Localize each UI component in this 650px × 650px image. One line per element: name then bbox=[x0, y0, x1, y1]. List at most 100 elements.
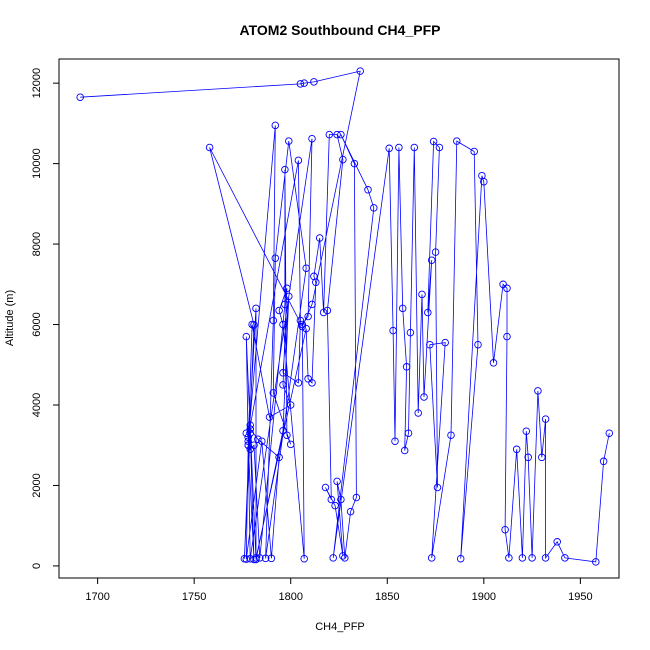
data-point bbox=[426, 340, 434, 349]
x-tick-label: 1750 bbox=[182, 591, 206, 603]
data-point bbox=[489, 359, 498, 367]
data-point bbox=[534, 387, 542, 395]
data-point bbox=[453, 137, 461, 145]
x-axis: 1700 1750 1800 1850 1900 1950 bbox=[85, 578, 593, 603]
data-point bbox=[431, 248, 440, 256]
data-point bbox=[308, 300, 316, 309]
data-point bbox=[296, 316, 305, 325]
data-point bbox=[205, 143, 214, 152]
data-point bbox=[553, 538, 561, 546]
data-point bbox=[385, 144, 393, 153]
data-point bbox=[503, 284, 511, 293]
data-point bbox=[456, 554, 465, 563]
data-point bbox=[246, 554, 254, 563]
data-point bbox=[370, 204, 378, 212]
data-point bbox=[261, 554, 270, 563]
data-point bbox=[252, 554, 260, 562]
data-point bbox=[337, 130, 345, 139]
data-point bbox=[364, 186, 372, 194]
x-tick-label: 1900 bbox=[472, 591, 496, 603]
data-point bbox=[250, 441, 258, 449]
data-point bbox=[302, 324, 310, 333]
data-point bbox=[285, 292, 293, 301]
data-point bbox=[246, 425, 254, 433]
data-point bbox=[281, 300, 289, 309]
data-point bbox=[389, 326, 397, 335]
data-point bbox=[323, 306, 332, 315]
data-point bbox=[256, 554, 264, 562]
data-point bbox=[319, 308, 328, 317]
data-point bbox=[528, 554, 536, 562]
data-point bbox=[242, 332, 251, 341]
data-point bbox=[480, 177, 488, 186]
data-point bbox=[281, 165, 289, 174]
data-point bbox=[279, 320, 287, 329]
data-point bbox=[435, 143, 444, 152]
plot-frame bbox=[58, 58, 620, 579]
data-point bbox=[499, 280, 507, 289]
data-point bbox=[352, 493, 361, 502]
data-point bbox=[279, 426, 287, 435]
data-point bbox=[265, 413, 274, 421]
data-point bbox=[447, 431, 455, 439]
data-point bbox=[246, 421, 254, 429]
data-point bbox=[275, 306, 283, 315]
data-point bbox=[285, 137, 293, 145]
data-point bbox=[275, 453, 283, 462]
series-lines bbox=[80, 70, 610, 563]
data-point bbox=[244, 441, 252, 449]
data-point bbox=[441, 338, 449, 347]
data-point bbox=[246, 445, 254, 454]
data-point bbox=[561, 554, 569, 562]
y-tick-label: 6000 bbox=[31, 312, 43, 336]
data-point bbox=[333, 477, 341, 486]
data-point bbox=[398, 304, 407, 313]
data-point bbox=[286, 401, 295, 409]
data-point bbox=[505, 554, 513, 562]
data-point bbox=[333, 130, 341, 139]
data-point bbox=[346, 507, 355, 516]
y-tick-label: 10000 bbox=[31, 148, 43, 179]
data-point bbox=[76, 93, 84, 101]
data-point bbox=[310, 272, 318, 281]
series-points bbox=[76, 67, 614, 566]
data-point bbox=[356, 67, 364, 75]
data-point bbox=[341, 554, 349, 562]
data-point bbox=[429, 137, 438, 146]
data-point bbox=[300, 79, 308, 87]
data-point bbox=[254, 435, 262, 443]
data-point bbox=[279, 381, 287, 389]
data-point bbox=[242, 429, 251, 437]
y-tick-label: 4000 bbox=[31, 393, 43, 417]
data-point bbox=[503, 332, 511, 341]
data-point bbox=[424, 308, 432, 317]
data-point bbox=[522, 427, 531, 435]
data-point bbox=[410, 143, 419, 152]
data-point bbox=[350, 159, 359, 168]
data-point bbox=[470, 147, 478, 156]
data-point bbox=[250, 555, 258, 564]
data-point bbox=[395, 143, 403, 152]
data-point bbox=[271, 254, 280, 262]
data-point bbox=[512, 445, 521, 454]
data-point bbox=[296, 80, 305, 88]
data-point bbox=[599, 457, 608, 466]
data-point bbox=[327, 495, 336, 504]
data-point bbox=[592, 558, 600, 566]
data-point bbox=[605, 429, 614, 437]
x-axis-label: CH4_PFP bbox=[315, 621, 365, 633]
data-point bbox=[244, 437, 252, 445]
data-point bbox=[269, 316, 278, 325]
data-point bbox=[310, 78, 318, 86]
y-tick-label: 12000 bbox=[31, 68, 43, 99]
data-point bbox=[420, 393, 428, 401]
data-point bbox=[283, 431, 291, 439]
y-axis-label: Altitude (m) bbox=[4, 290, 16, 346]
data-point bbox=[279, 369, 287, 377]
y-axis: 0 2000 4000 6000 8000 10000 12000 bbox=[31, 68, 59, 569]
x-tick-label: 1850 bbox=[375, 591, 399, 603]
data-point bbox=[402, 363, 411, 371]
data-point bbox=[308, 134, 316, 143]
data-point bbox=[427, 256, 436, 264]
